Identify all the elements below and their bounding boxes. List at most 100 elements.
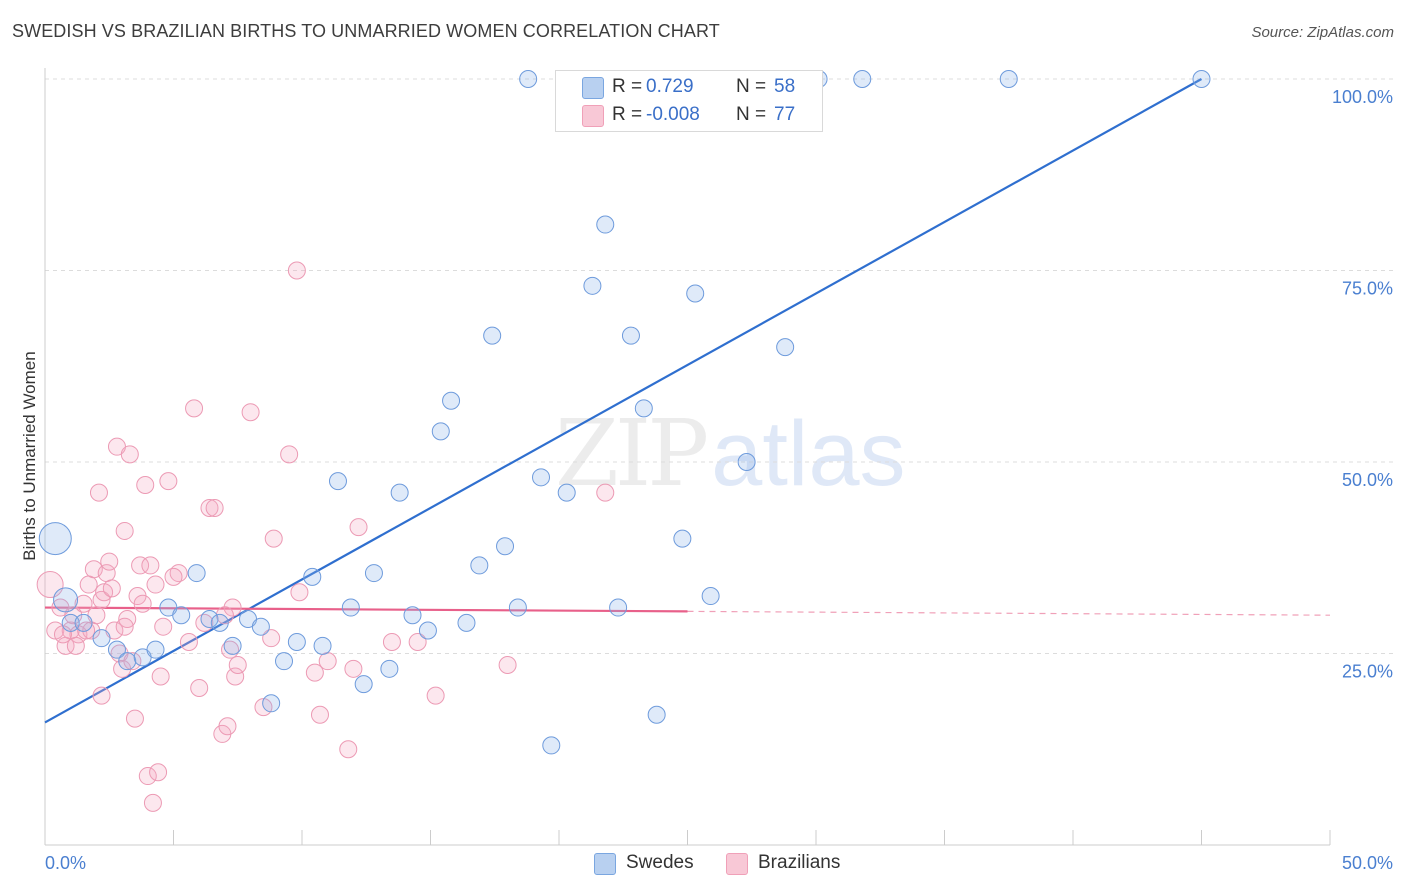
- brazilians-point: [123, 652, 142, 671]
- swedes-point: [390, 483, 409, 502]
- brazilians-point: [228, 655, 247, 674]
- swedes-point: [583, 276, 602, 295]
- brazilians-point: [36, 571, 64, 599]
- brazilians-point: [136, 475, 155, 494]
- tick-label-layer: 25.0% 50.0% 75.0% 100.0% 0.0% 50.0%: [45, 87, 1393, 873]
- swedes-point: [303, 567, 322, 586]
- legend-r-label: R =: [612, 76, 643, 97]
- brazilians-label: Brazilians: [758, 852, 841, 873]
- brazilians-point: [339, 740, 358, 759]
- swedes-point: [354, 675, 373, 694]
- swedes-point: [496, 537, 515, 556]
- brazilians-point: [100, 552, 119, 571]
- swedes-point: [53, 587, 79, 613]
- brazilians-point: [318, 652, 337, 671]
- brazilians-point: [141, 556, 160, 575]
- brazilians-point: [159, 472, 178, 491]
- swedes-point: [287, 633, 306, 652]
- swedes-point: [776, 338, 795, 357]
- swedes-point: [673, 529, 692, 548]
- brazilians-point: [138, 767, 157, 786]
- brazilians-point: [92, 686, 111, 705]
- swedes-swatch: [594, 853, 616, 875]
- legend-row-brazilians: R = -0.008 N = 77: [556, 101, 822, 129]
- watermark: ZIPatlas: [555, 400, 906, 507]
- brazilians-point: [426, 686, 445, 705]
- swedes-point: [483, 326, 502, 345]
- legend-n-label: N =: [736, 104, 767, 125]
- swedes-point: [470, 556, 489, 575]
- legend-r-value: 0.729: [646, 76, 694, 97]
- swedes-point: [341, 598, 360, 617]
- brazilians-point: [280, 445, 299, 464]
- brazilians-point: [179, 633, 198, 652]
- brazilians-point: [89, 483, 108, 502]
- brazilians-point: [133, 594, 152, 613]
- swedes-point: [328, 472, 347, 491]
- swedes-point: [542, 736, 561, 755]
- brazilians-point: [205, 498, 224, 517]
- brazilians-point: [200, 498, 219, 517]
- swedes-point: [38, 522, 72, 556]
- y-tick-label: 50.0%: [1342, 470, 1393, 490]
- brazilians-point: [287, 261, 306, 280]
- brazilians-point: [596, 483, 615, 502]
- swedes-point: [172, 606, 191, 625]
- points-layer: [36, 70, 1211, 812]
- brazilians-point: [349, 518, 368, 537]
- brazilians-point: [185, 399, 204, 418]
- legend-swatch-swedes: [582, 77, 604, 99]
- brazilians-point: [382, 633, 401, 652]
- brazilians-point: [344, 659, 363, 678]
- swedes-point: [853, 70, 872, 88]
- swedes-point: [508, 598, 527, 617]
- swedes-point: [634, 399, 653, 418]
- swedes-point: [557, 483, 576, 502]
- brazilians-point: [241, 403, 260, 422]
- brazilians-point: [146, 575, 165, 594]
- legend-n-label: N =: [736, 76, 767, 97]
- series-legend: Swedes Brazilians: [0, 852, 1406, 878]
- swedes-point: [200, 610, 219, 629]
- swedes-point: [457, 613, 476, 632]
- brazilians-point: [262, 629, 281, 648]
- swedes-point: [146, 640, 165, 659]
- y-tick-label: 100.0%: [1332, 87, 1393, 107]
- swedes-point: [223, 636, 242, 655]
- brazilians-trendline-extension: [687, 610, 1331, 616]
- brazilians-point: [66, 636, 85, 655]
- source-label: Source: ZipAtlas.com: [1251, 24, 1394, 41]
- swedes-point: [999, 70, 1018, 88]
- legend-n-value: 77: [774, 104, 796, 125]
- grid-layer: [45, 78, 1395, 654]
- swedes-point: [118, 652, 137, 671]
- brazilians-point: [498, 655, 517, 674]
- brazilians-point: [190, 678, 209, 697]
- brazilians-point: [151, 667, 170, 686]
- brazilians-point: [115, 521, 134, 540]
- brazilians-point: [290, 583, 309, 602]
- brazilians-swatch: [726, 853, 748, 875]
- swedes-point: [701, 587, 720, 606]
- brazilians-point: [226, 667, 245, 686]
- y-tick-label: 75.0%: [1342, 279, 1393, 299]
- brazilians-point: [79, 575, 98, 594]
- swedes-point: [431, 422, 450, 441]
- swedes-point: [187, 564, 206, 583]
- swedes-point: [418, 621, 437, 640]
- swedes-point: [262, 694, 281, 713]
- brazilians-point: [115, 617, 134, 636]
- swedes-trendline: [44, 78, 1203, 724]
- correlation-legend: R = 0.729 N = 58 R = -0.008 N = 77: [555, 70, 823, 132]
- swedes-point: [403, 606, 422, 625]
- legend-r-value: -0.008: [646, 104, 700, 125]
- watermark-zip: ZIP: [555, 400, 709, 507]
- brazilians-point: [305, 663, 324, 682]
- brazilians-point: [120, 445, 139, 464]
- swedes-point: [92, 629, 111, 648]
- swedes-label: Swedes: [626, 852, 694, 873]
- trend-layer: [44, 78, 1331, 724]
- brazilians-point: [154, 617, 173, 636]
- swedes-point: [275, 652, 294, 671]
- chart-title: SWEDISH VS BRAZILIAN BIRTHS TO UNMARRIED…: [12, 21, 720, 41]
